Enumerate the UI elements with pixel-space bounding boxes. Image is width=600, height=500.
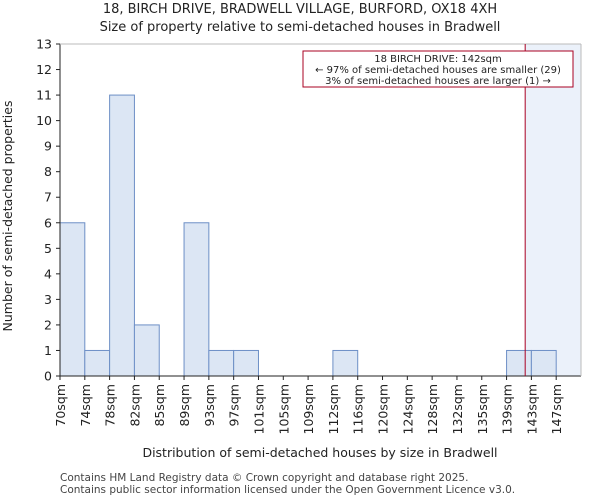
chart-title: 18, BIRCH DRIVE, BRADWELL VILLAGE, BURFO… — [102, 2, 498, 17]
annotation-box — [302, 50, 574, 88]
y-tick-label: 6 — [44, 215, 52, 230]
y-axis-label: Number of semi-detached properties — [0, 101, 15, 332]
y-tick-label: 4 — [44, 266, 52, 281]
x-tick-label: 70sqm — [53, 384, 68, 427]
bar-89sqm — [183, 222, 210, 377]
footer-line-1: Contains HM Land Registry data © Crown c… — [60, 472, 469, 484]
annotation-line-2: ← 97% of semi-detached houses are smalle… — [315, 65, 561, 76]
x-tick-label: 124sqm — [400, 384, 415, 434]
x-tick-label: 109sqm — [301, 384, 316, 434]
x-tick-label: 97sqm — [227, 384, 242, 427]
larger-region-highlight — [525, 44, 581, 376]
x-tick-label: 143sqm — [524, 384, 539, 434]
x-tick-label: 82sqm — [127, 384, 142, 427]
footer-line-2: Contains public sector information licen… — [60, 484, 516, 496]
y-tick-label: 8 — [44, 164, 52, 179]
bar-93sqm — [208, 349, 235, 377]
x-tick-label: 105sqm — [276, 384, 291, 434]
y-tick-label: 2 — [44, 317, 52, 332]
y-tick-label: 10 — [36, 113, 52, 128]
bar-82sqm — [133, 324, 160, 377]
chart-subtitle: Size of property relative to semi-detach… — [99, 20, 501, 35]
x-tick-label: 93sqm — [202, 384, 217, 427]
x-tick-label: 120sqm — [376, 384, 391, 434]
bar-143sqm — [530, 349, 557, 377]
bar-112sqm — [332, 349, 359, 377]
x-tick-label: 101sqm — [251, 384, 266, 434]
x-tick-label: 89sqm — [177, 384, 192, 427]
x-tick-label: 78sqm — [103, 384, 118, 427]
x-tick-label: 139sqm — [500, 384, 515, 434]
y-tick-label: 3 — [44, 292, 52, 307]
x-tick-label: 85sqm — [152, 384, 167, 427]
y-tick-label: 7 — [44, 190, 52, 205]
y-tick-label: 12 — [36, 62, 52, 77]
x-tick-label: 147sqm — [549, 384, 564, 434]
y-tick-label: 5 — [44, 241, 52, 256]
x-tick-label: 74sqm — [78, 384, 93, 427]
bar-70sqm — [59, 222, 86, 377]
x-tick-label: 116sqm — [351, 384, 366, 434]
x-tick-label: 132sqm — [450, 384, 465, 434]
y-tick-label: 1 — [44, 343, 52, 358]
y-tick-label: 0 — [44, 369, 52, 384]
annotation-line-1: 18 BIRCH DRIVE: 142sqm — [374, 54, 502, 65]
y-tick-label: 13 — [36, 37, 52, 52]
bar-78sqm — [109, 94, 135, 377]
x-tick-label: 128sqm — [425, 384, 440, 434]
annotation-line-3: 3% of semi-detached houses are larger (1… — [325, 76, 551, 87]
x-tick-label: 135sqm — [475, 384, 490, 434]
bar-74sqm — [84, 349, 111, 377]
y-tick-label: 9 — [44, 139, 52, 154]
x-tick-label: 112sqm — [326, 384, 341, 434]
y-tick-label: 11 — [36, 88, 52, 103]
bar-97sqm — [233, 349, 259, 377]
bar-139sqm — [506, 349, 532, 377]
x-axis-label: Distribution of semi-detached houses by … — [142, 445, 497, 460]
